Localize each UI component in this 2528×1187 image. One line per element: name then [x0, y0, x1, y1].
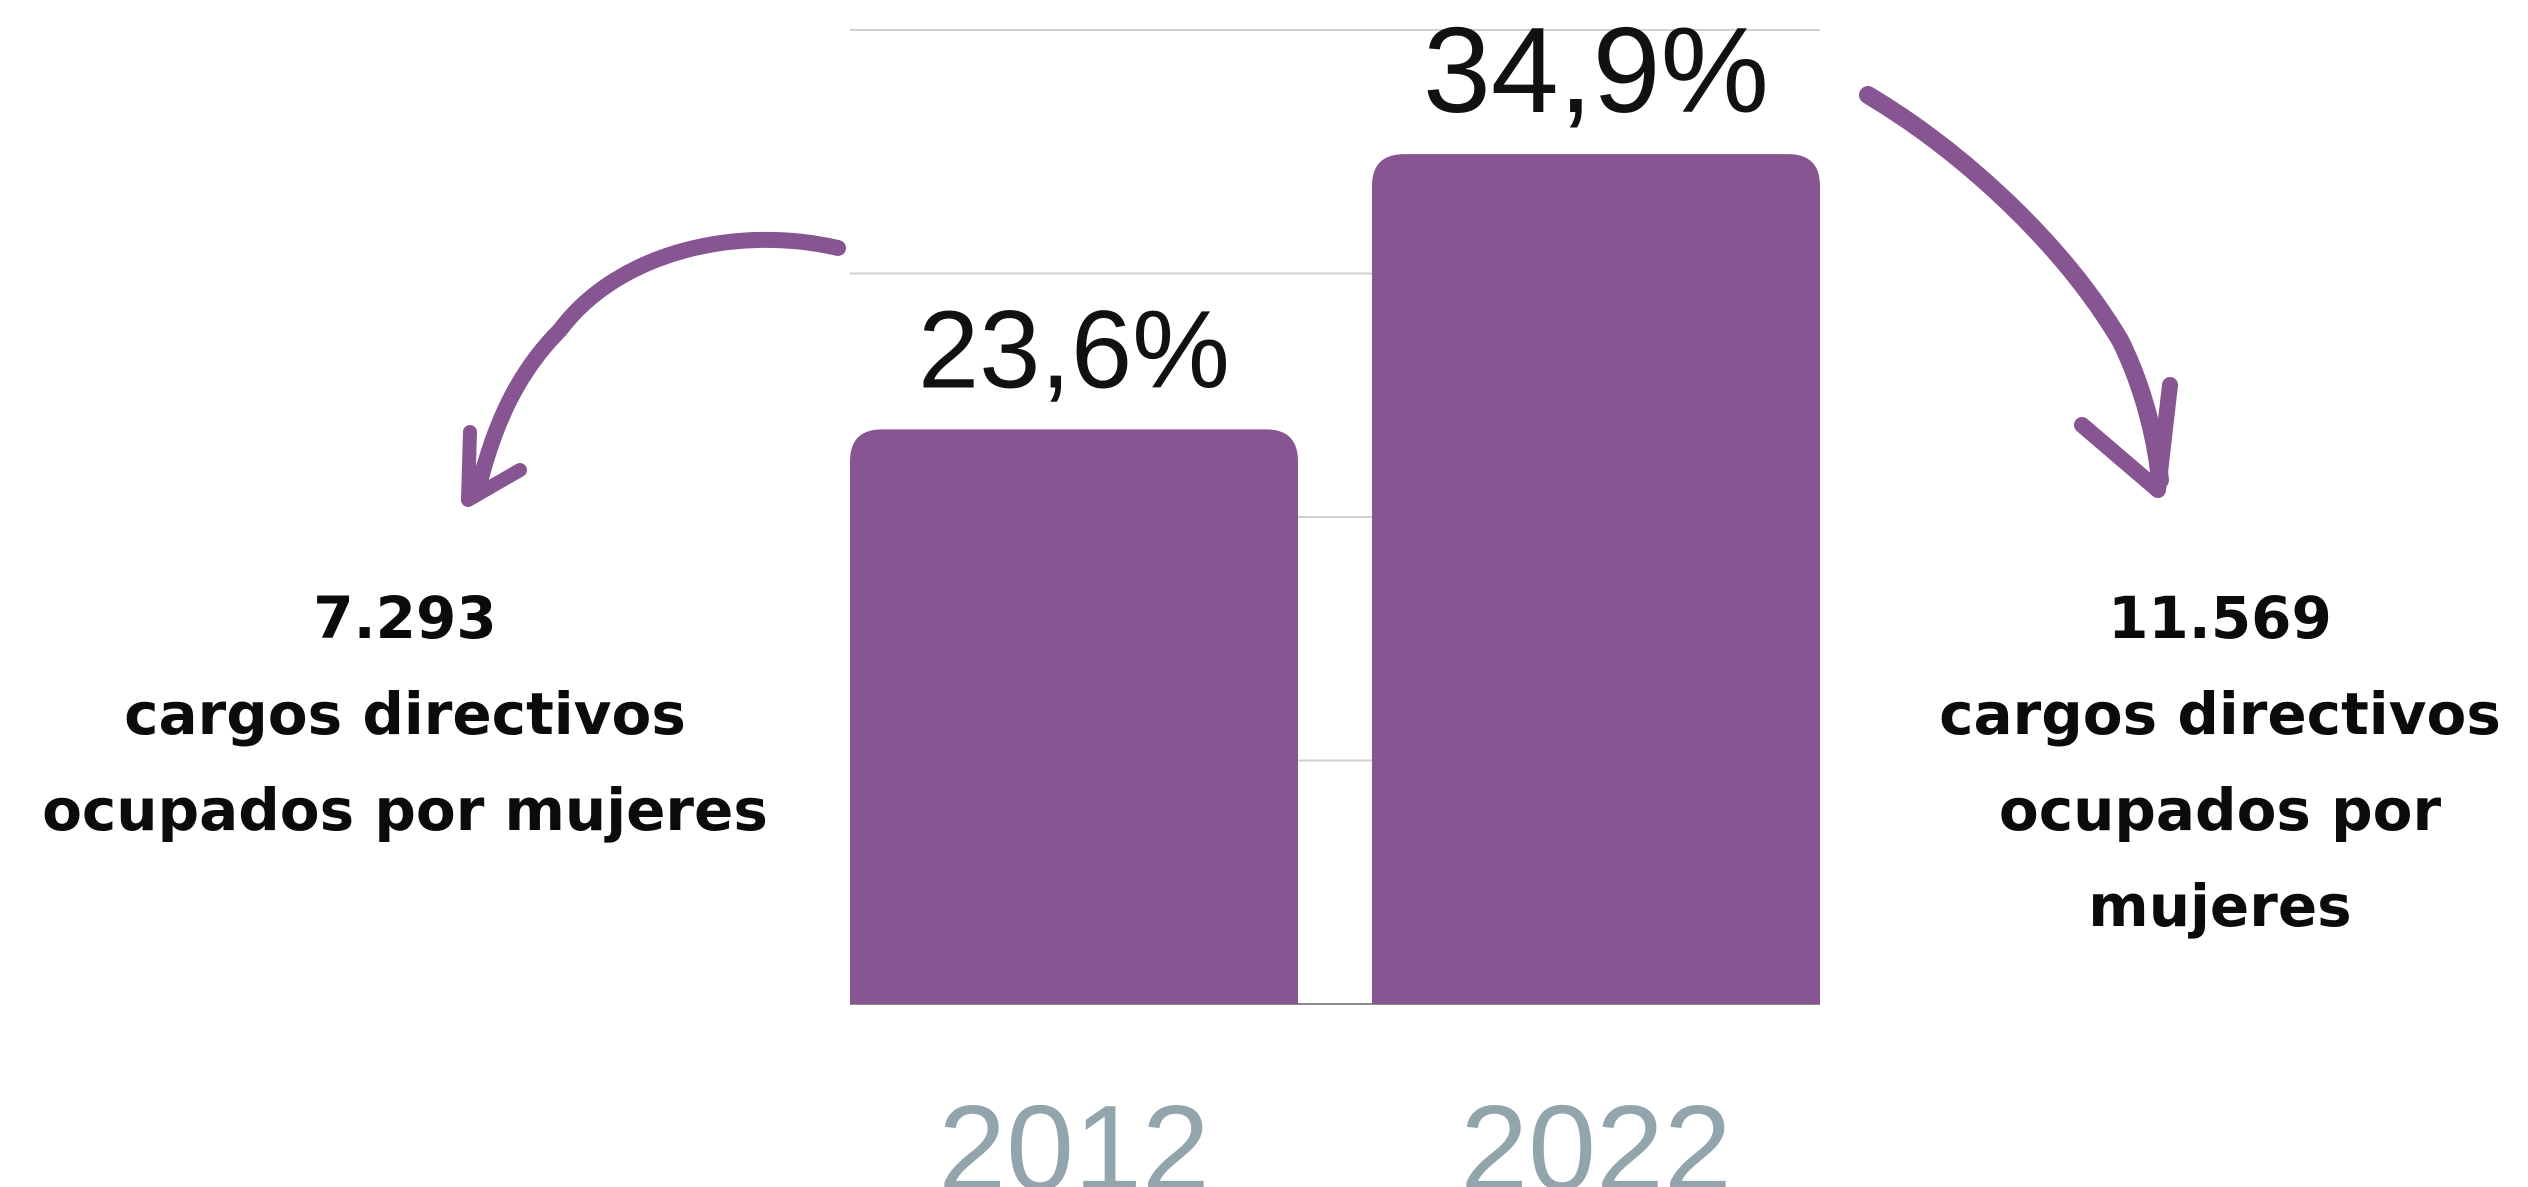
x-tick-label-2022: 2022 — [1460, 1080, 1731, 1187]
x-tick-label-2012: 2012 — [938, 1080, 1209, 1187]
x-tick-labels: 2012 2022 — [938, 1080, 1731, 1187]
curved-arrow-left-icon — [461, 231, 846, 507]
annotation-2012: 7.293 cargos directivos ocupados por muj… — [10, 570, 800, 858]
annotation-2022-count: 11.569 — [2108, 584, 2332, 652]
bars — [850, 154, 1820, 1005]
annotation-2022-line2: ocupados por — [1998, 776, 2442, 844]
data-label-2012: 23,6% — [918, 288, 1230, 411]
value-labels: 23,6% 34,9% — [918, 2, 1769, 411]
annotation-2012-line2: ocupados por mujeres — [42, 776, 768, 844]
annotation-2022-line3: mujeres — [2088, 872, 2352, 940]
annotation-2022-line1: cargos directivos — [1939, 680, 2501, 748]
annotation-2022: 11.569 cargos directivos ocupados por mu… — [1920, 570, 2520, 954]
curved-arrow-right-icon — [1859, 86, 2178, 498]
bar-2012 — [850, 429, 1298, 1005]
data-label-2022: 34,9% — [1423, 2, 1769, 138]
annotation-2012-count: 7.293 — [313, 584, 497, 652]
annotation-2012-line1: cargos directivos — [124, 680, 686, 748]
bar-2022 — [1372, 154, 1820, 1004]
